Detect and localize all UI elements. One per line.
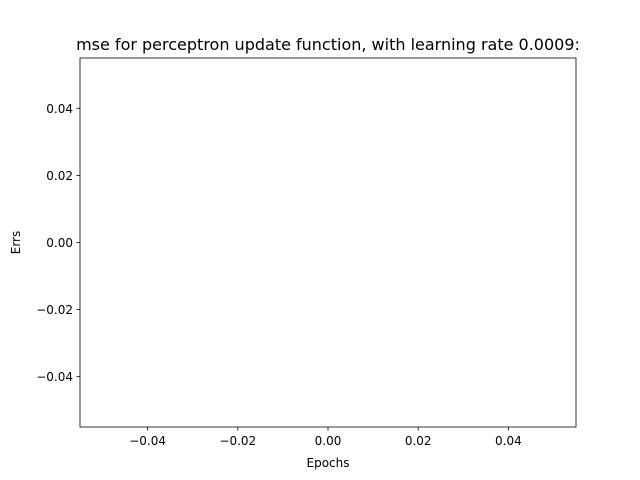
x-axis: −0.04 −0.02 0.00 0.02 0.04 [129,427,522,448]
x-tick-label: 0.04 [495,434,522,448]
y-axis-label: Errs [9,231,23,255]
y-tick-label: 0.04 [46,102,73,116]
x-tick-label: −0.02 [219,434,256,448]
y-tick-label: −0.02 [36,303,73,317]
x-axis-label: Epochs [307,456,350,470]
x-tick-label: 0.02 [405,434,432,448]
y-axis: 0.04 0.02 0.00 −0.02 −0.04 [36,102,80,384]
chart-title: mse for perceptron update function, with… [76,35,580,54]
y-tick-label: 0.02 [46,169,73,183]
x-tick-label: −0.04 [129,434,166,448]
plot-area [79,57,577,428]
y-tick-label: −0.04 [36,370,73,384]
x-tick-label: 0.00 [315,434,342,448]
y-tick-label: 0.00 [46,236,73,250]
